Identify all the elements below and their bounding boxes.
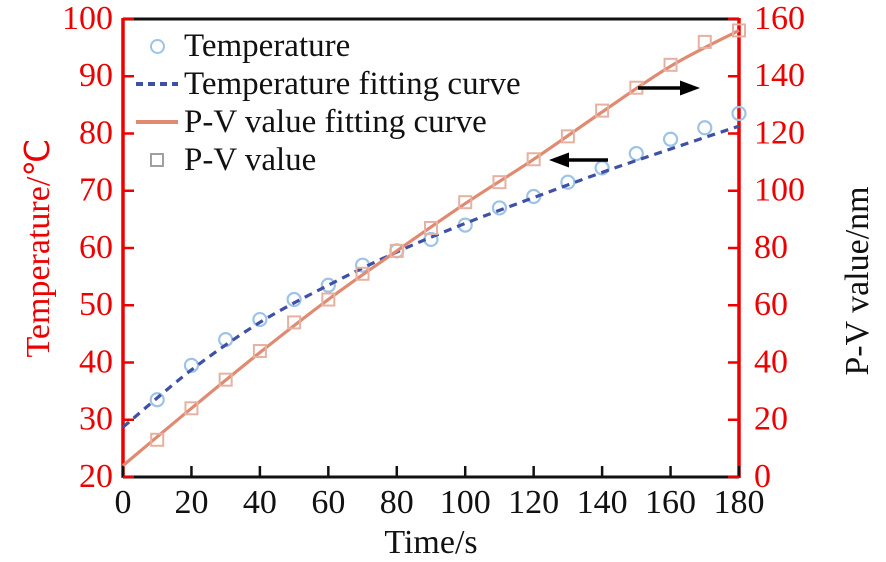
svg-text:20: 20 <box>79 458 113 495</box>
legend: Temperature Temperature fitting curve P-… <box>134 27 521 179</box>
x-axis-ticks: 0 20 40 60 80 100 120 140 160 180 <box>115 466 765 521</box>
svg-text:20: 20 <box>174 484 208 521</box>
svg-text:120: 120 <box>508 484 559 521</box>
dashed-line-icon <box>134 82 180 86</box>
svg-text:40: 40 <box>243 484 277 521</box>
svg-text:120: 120 <box>754 114 805 151</box>
svg-text:100: 100 <box>62 0 113 37</box>
legend-item-pv-value: P-V value <box>134 141 521 179</box>
svg-text:0: 0 <box>115 484 132 521</box>
svg-text:100: 100 <box>754 172 805 209</box>
svg-text:60: 60 <box>311 484 345 521</box>
svg-text:20: 20 <box>754 401 788 438</box>
solid-line-icon <box>134 120 180 124</box>
left-axis-title: Temperature/℃ <box>20 138 57 358</box>
svg-text:100: 100 <box>440 484 491 521</box>
series-p-v-value <box>150 23 746 447</box>
svg-text:60: 60 <box>754 286 788 323</box>
svg-text:160: 160 <box>754 0 805 37</box>
legend-item-temperature-fit: Temperature fitting curve <box>134 65 521 103</box>
svg-text:30: 30 <box>79 401 113 438</box>
svg-text:180: 180 <box>714 484 765 521</box>
left-arrow <box>549 152 608 168</box>
left-axis-ticks: 20 30 40 50 60 70 80 90 100 <box>62 0 134 495</box>
x-axis-title: Time/s <box>384 524 478 561</box>
svg-text:40: 40 <box>79 343 113 380</box>
legend-item-pv-fit: P-V value fitting curve <box>134 103 521 141</box>
legend-label: Temperature fitting curve <box>184 65 521 102</box>
legend-label: P-V value <box>184 141 317 178</box>
svg-text:90: 90 <box>79 57 113 94</box>
legend-label: P-V value fitting curve <box>184 103 487 140</box>
svg-text:60: 60 <box>79 229 113 266</box>
series-temperature-fitting-curve <box>121 124 740 429</box>
svg-text:80: 80 <box>380 484 414 521</box>
temperature-marker-icon <box>134 38 180 54</box>
svg-text:70: 70 <box>79 172 113 209</box>
legend-item-temperature: Temperature <box>134 27 521 65</box>
svg-text:80: 80 <box>79 114 113 151</box>
right-axis-ticks: 0 20 40 60 80 100 120 140 160 <box>728 0 805 495</box>
svg-text:140: 140 <box>577 484 628 521</box>
svg-text:0: 0 <box>754 458 771 495</box>
square-marker-icon <box>134 153 180 167</box>
legend-label: Temperature <box>184 27 351 64</box>
svg-text:140: 140 <box>754 57 805 94</box>
svg-text:50: 50 <box>79 286 113 323</box>
svg-text:160: 160 <box>645 484 696 521</box>
right-axis-title: P-V value/nm <box>839 186 876 376</box>
svg-text:80: 80 <box>754 229 788 266</box>
right-arrow <box>638 80 700 96</box>
svg-text:40: 40 <box>754 343 788 380</box>
